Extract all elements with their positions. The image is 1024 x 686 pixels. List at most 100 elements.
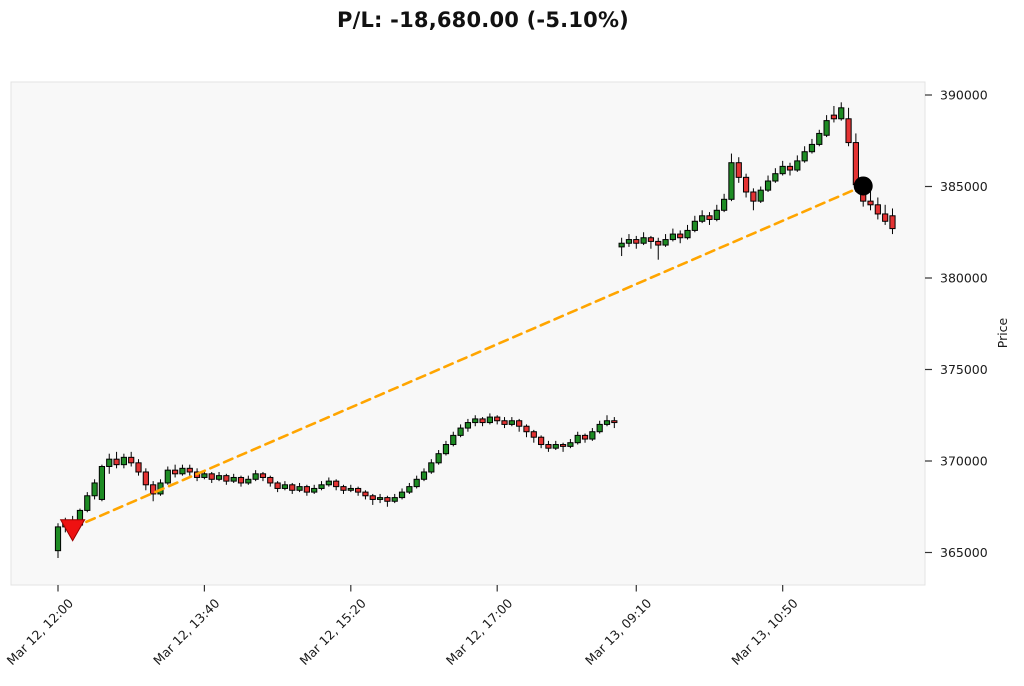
candle-down	[289, 484, 296, 491]
candle-up	[625, 239, 633, 244]
candle-up	[728, 162, 735, 200]
candle-down	[545, 444, 552, 449]
candle-up	[120, 456, 127, 466]
x-tick-label: Mar 12, 15:20	[296, 595, 368, 667]
candle-down	[150, 484, 157, 495]
candle-up	[406, 486, 413, 493]
candle-up	[398, 491, 406, 499]
candle-up	[618, 242, 625, 248]
plot-area	[10, 81, 926, 586]
candle-up	[801, 151, 808, 162]
candle-down	[735, 162, 742, 178]
candle-up	[91, 482, 98, 497]
candle-down	[479, 418, 486, 424]
candle-down	[274, 482, 281, 489]
candle-up	[757, 189, 764, 202]
candle-up	[420, 471, 428, 480]
candle-up	[779, 165, 786, 175]
candle-up	[699, 215, 706, 222]
candle-down	[874, 204, 881, 215]
candle-up	[508, 420, 515, 425]
candle-up	[391, 497, 398, 502]
candle-up	[691, 220, 698, 231]
candle-up	[567, 442, 574, 447]
candle-up	[179, 467, 186, 475]
candle-down	[538, 436, 545, 446]
candle-down	[172, 469, 179, 475]
candle-down	[655, 240, 662, 246]
candle-up	[713, 209, 720, 220]
candle-down	[223, 475, 230, 482]
x-tick-label: Mar 13, 09:10	[582, 595, 654, 667]
candle-down	[369, 495, 376, 500]
candle-down	[259, 473, 267, 478]
candle-down	[611, 420, 618, 424]
candle-up	[464, 422, 472, 429]
y-tick-label: 385000	[940, 179, 988, 194]
candle-down	[559, 444, 567, 447]
candle-up	[684, 229, 691, 239]
candle-down	[186, 467, 193, 473]
candle-up	[54, 526, 62, 552]
candle-up	[252, 473, 259, 480]
candle-up	[347, 487, 354, 491]
candle-up	[603, 420, 611, 425]
y-tick-label: 365000	[940, 545, 988, 560]
candle-down	[340, 486, 347, 491]
candle-down	[333, 480, 340, 488]
candle-down	[267, 476, 274, 484]
candle-down	[135, 462, 142, 473]
candle-up	[215, 475, 223, 480]
candle-down	[237, 476, 245, 484]
candle-up	[596, 423, 603, 433]
candle-up	[574, 434, 581, 444]
candle-down	[355, 487, 362, 493]
candle-down	[494, 416, 501, 422]
candle-down	[208, 473, 215, 480]
candle-down	[786, 165, 794, 171]
y-axis-label: Price	[995, 317, 1010, 348]
candle-down	[633, 239, 640, 244]
entry-marker-icon	[59, 519, 86, 542]
candle-down	[113, 458, 120, 466]
candle-up	[669, 233, 676, 241]
candle-down	[706, 215, 713, 220]
candle-up	[98, 465, 106, 500]
candle-down	[384, 497, 391, 502]
candle-up	[838, 107, 845, 120]
candle-down	[677, 233, 684, 239]
candle-up	[589, 431, 596, 440]
candle-up	[457, 427, 464, 436]
y-tick-label: 375000	[940, 362, 988, 377]
candle-down	[647, 237, 655, 242]
candle-down	[742, 176, 750, 193]
candle-up	[435, 453, 442, 464]
candle-up	[296, 486, 303, 491]
candles-group	[54, 102, 896, 558]
candle-up	[640, 237, 647, 244]
candle-up	[794, 160, 801, 171]
candle-up	[376, 497, 384, 500]
candle-down	[845, 118, 852, 144]
candle-down	[142, 471, 149, 486]
candle-up	[245, 478, 252, 484]
candle-up	[816, 132, 823, 145]
candle-up	[662, 239, 669, 246]
trade-trend-line	[71, 184, 865, 530]
y-tick-label: 370000	[940, 454, 988, 469]
candle-down	[882, 213, 889, 222]
candle-down	[867, 200, 874, 206]
candle-up	[413, 478, 420, 488]
candle-up	[106, 458, 113, 467]
candle-up	[486, 416, 493, 424]
candle-down	[530, 431, 537, 438]
candle-down	[362, 491, 369, 497]
candle-up	[428, 462, 435, 473]
x-tick-label: Mar 12, 13:40	[150, 595, 222, 667]
candle-up	[764, 180, 772, 191]
chart-title: P/L: -18,680.00 (-5.10%)	[337, 8, 629, 32]
candle-down	[501, 420, 508, 425]
candle-up	[318, 484, 325, 489]
